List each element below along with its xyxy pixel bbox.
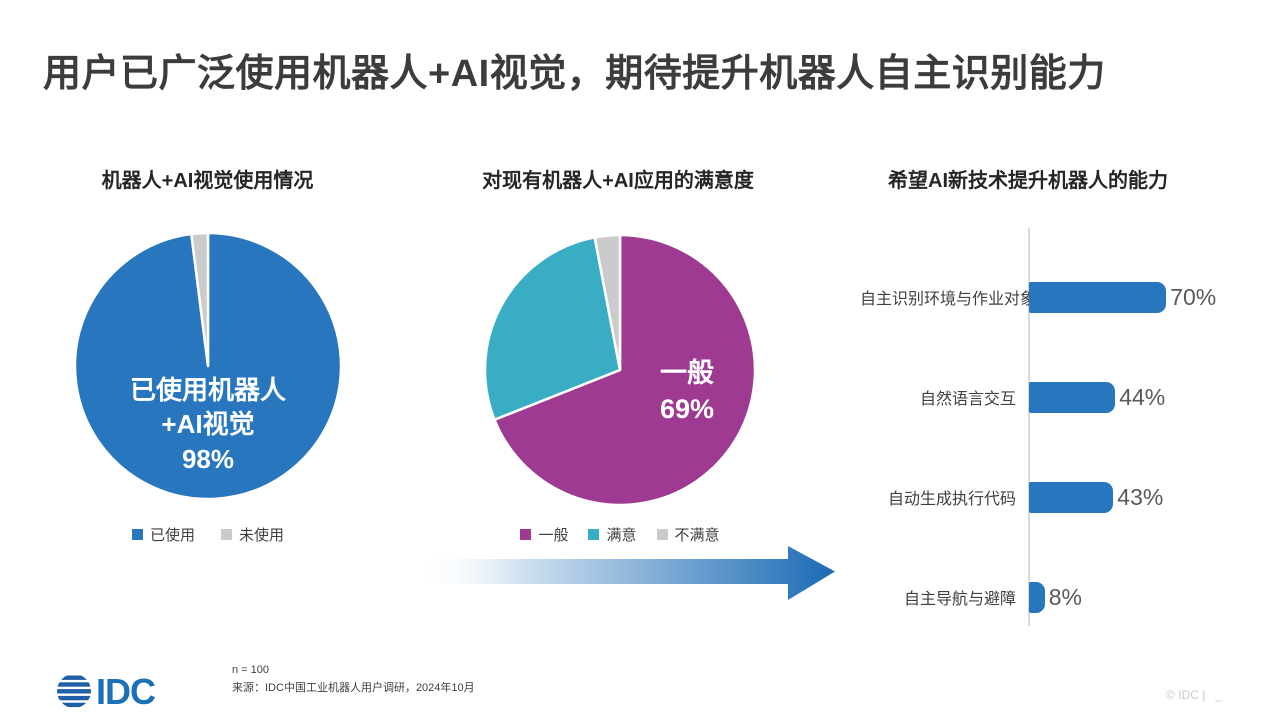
bar-row: 自然语言交互 44% [860, 381, 1270, 413]
legend-label: 未使用 [239, 527, 285, 544]
legend-item: 不满意 [656, 524, 720, 545]
legend-item: 已使用 [131, 524, 195, 545]
bar-row: 自动生成执行代码 43% [860, 481, 1270, 513]
bar [1029, 381, 1116, 413]
bar-category-label: 自然语言交互 [919, 391, 1016, 408]
satisfaction-pie-center-label: 一般 69% [659, 358, 715, 424]
bar-category-label: 自主识别环境与作业对象 [860, 291, 1037, 308]
svg-text:IDC: IDC [96, 672, 156, 710]
legend-label: 满意 [606, 527, 637, 544]
bar-row: 自主识别环境与作业对象 70% [860, 281, 1270, 313]
legend-swatch-icon [520, 529, 532, 540]
bar-value-label: 70% [1170, 283, 1217, 310]
legend-item: 满意 [588, 524, 637, 545]
idc-logo: IDC [57, 672, 157, 710]
bar-value-label: 44% [1119, 383, 1166, 410]
bar-chart-axis-line [1028, 228, 1030, 626]
copyright-text: © IDC | [1166, 688, 1206, 702]
bar-category-label: 自主导航与避障 [903, 591, 1016, 608]
bar-value-label: 43% [1117, 483, 1164, 510]
legend-item: 未使用 [221, 524, 284, 545]
footnote-sample-size: n = 100 [232, 664, 270, 676]
gradient-arrow-right-icon [420, 546, 835, 600]
usage-legend: 已使用 未使用 [33, 524, 383, 545]
usage-pie-chart [73, 231, 343, 501]
bar-category-label: 自动生成执行代码 [887, 491, 1016, 508]
satisfaction-pie-chart [483, 233, 757, 507]
legend-swatch-icon [131, 529, 143, 540]
bar-value-label: 8% [1048, 583, 1082, 610]
legend-swatch-icon [588, 529, 600, 540]
pie-slice-未使用 [190, 231, 210, 368]
pie-slice-一般 [493, 233, 757, 507]
legend-swatch-icon [221, 529, 232, 540]
capability-chart-title: 希望AI新技术提升机器人的能力 [888, 170, 1168, 192]
usage-chart-title: 机器人+AI视觉使用情况 [101, 170, 314, 192]
legend-swatch-icon [656, 529, 668, 540]
legend-label: 不满意 [674, 527, 720, 544]
bar [1029, 581, 1045, 613]
footnote: n = 100 来源：IDC中国工业机器人用户调研，2024年10月 [232, 662, 475, 697]
page-title: 用户已广泛使用机器人+AI视觉，期待提升机器人自主识别能力 [43, 53, 1106, 95]
pie-slice-不满意 [593, 233, 622, 372]
copyright: © IDC | _ [1166, 688, 1222, 702]
bar [1029, 481, 1114, 513]
footnote-source: 来源：IDC中国工业机器人用户调研，2024年10月 [232, 681, 475, 694]
usage-pie-center-label: 已使用机器人 +AI视觉 98% [129, 375, 286, 474]
satisfaction-chart-title: 对现有机器人+AI应用的满意度 [482, 170, 754, 192]
capability-bar-chart: 自主识别环境与作业对象 70% 自然语言交互 44% 自动生成执行代码 43% 自主导航与避… [860, 228, 1270, 626]
legend-label: 已使用 [149, 527, 195, 544]
pie-slice-满意 [483, 236, 622, 421]
legend-item: 一般 [520, 524, 568, 545]
bar [1029, 281, 1167, 313]
legend-label: 一般 [538, 527, 569, 544]
bar-row: 自主导航与避障 8% [860, 581, 1270, 613]
satisfaction-legend: 一般 满意 不满意 [445, 524, 795, 545]
copyright-suffix: _ [1215, 688, 1222, 702]
